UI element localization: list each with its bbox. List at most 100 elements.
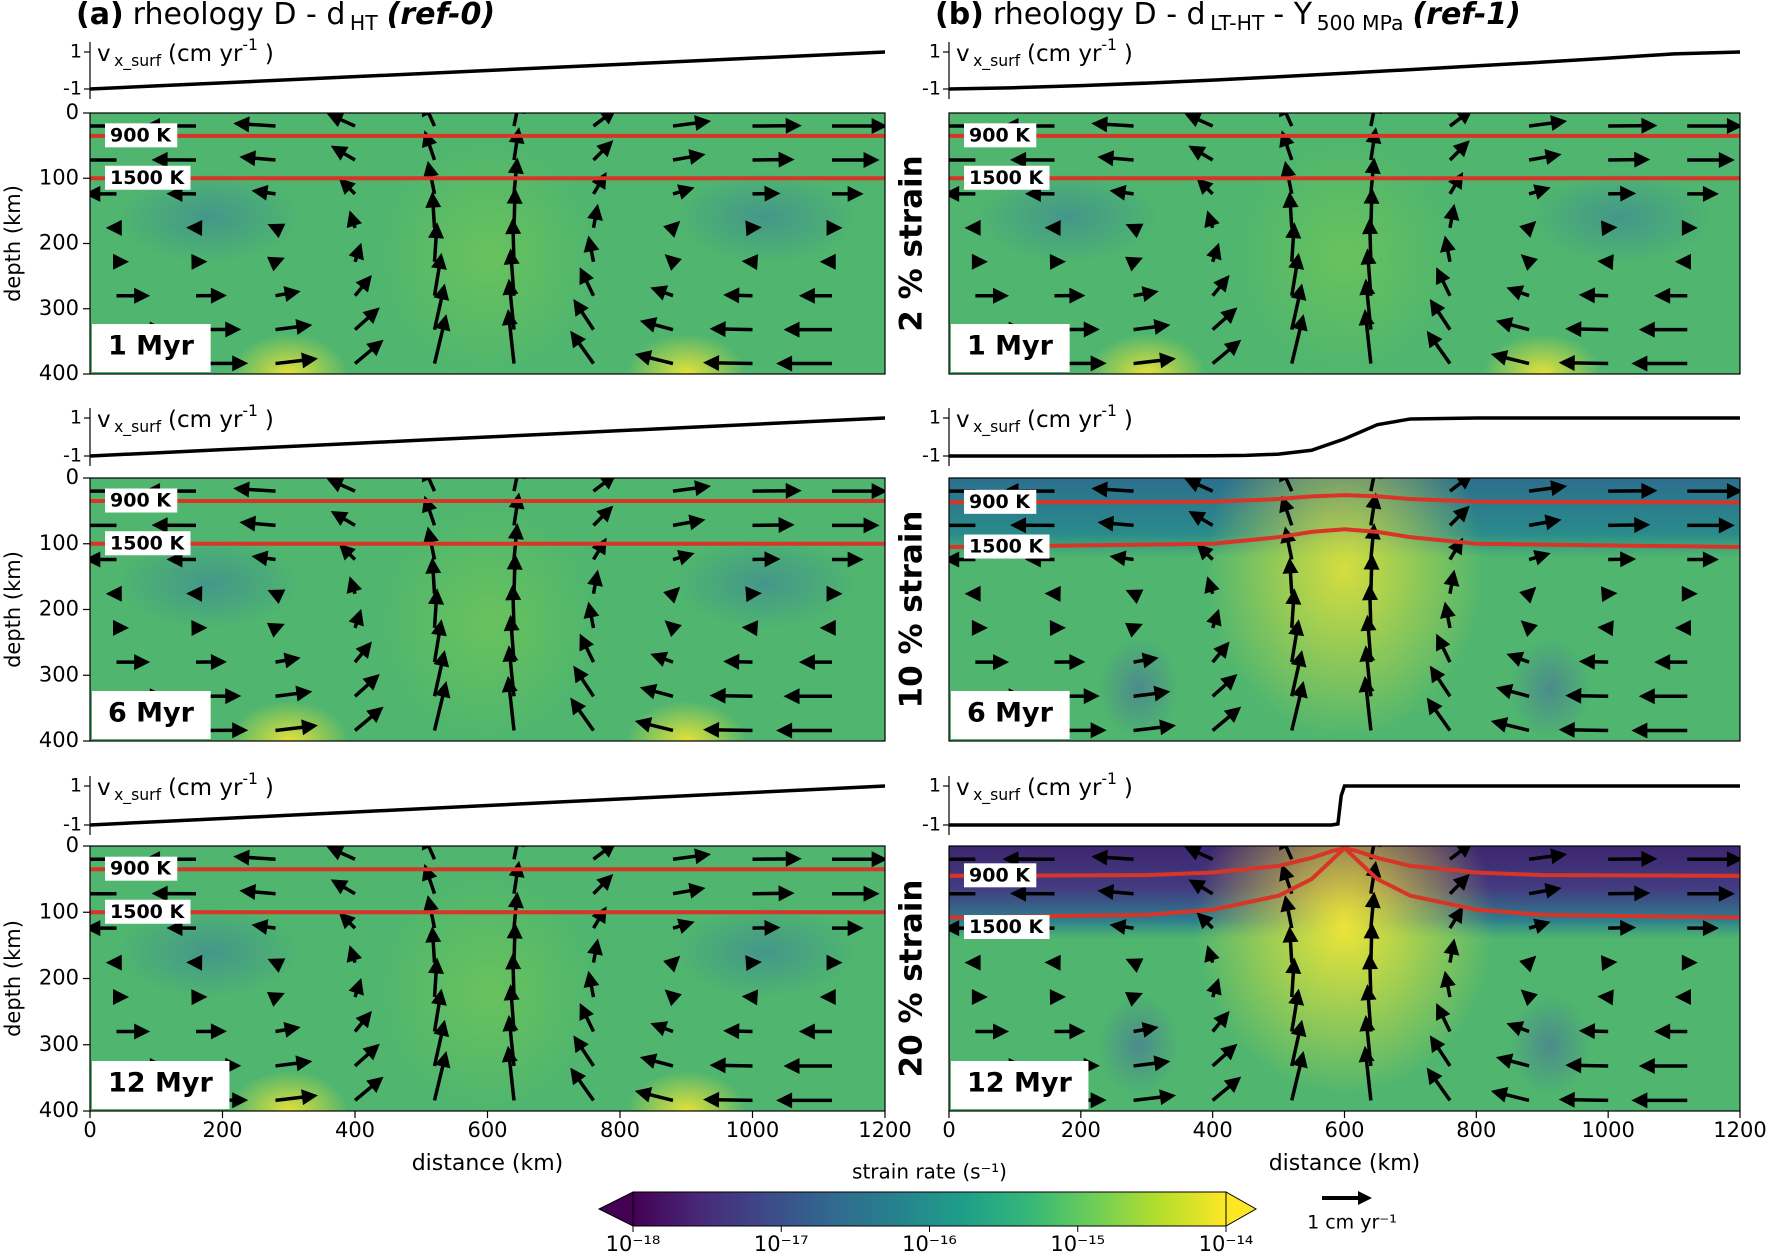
surface-velocity-chart: -1 1: [63, 41, 886, 100]
flow-arrow-head: [847, 185, 864, 202]
flow-arrow-head: [1109, 919, 1127, 935]
surface-velocity-chart: -1 1: [63, 775, 886, 836]
y-tick-label: 1: [70, 407, 82, 429]
flow-arrow-head: [239, 884, 256, 900]
text-part: ): [265, 775, 274, 801]
flow-arrow-head: [1435, 1003, 1451, 1021]
flow-arrow-head: [1360, 984, 1377, 1001]
flow-arrow-head: [694, 848, 712, 865]
flow-arrow-head: [764, 551, 781, 568]
flow-arrow-head: [1184, 846, 1202, 861]
flow-arrow-head: [587, 938, 603, 956]
flow-arrow-head: [505, 218, 522, 235]
time-label-box: [92, 1061, 230, 1109]
isotherm-label: 1500 K: [110, 167, 185, 189]
y-tick-label: 1: [929, 775, 941, 797]
surface-velocity-chart: -1 1: [63, 407, 886, 467]
flow-arrow-head: [355, 641, 372, 659]
flow-arrow-head: [1429, 665, 1446, 684]
flow-arrow-head: [1365, 492, 1382, 510]
flow-arrow: [1369, 113, 1376, 127]
y-tick-label: -1: [63, 445, 82, 467]
y-tick-label: 1: [929, 41, 941, 63]
flow-arrow-head: [1363, 187, 1380, 204]
flow-arrow-head: [1213, 275, 1230, 293]
flow-arrow-head: [783, 321, 800, 338]
flow-arrow-head: [134, 287, 151, 304]
flow-arrow-head: [1634, 517, 1651, 534]
flow-arrow-head: [326, 478, 345, 493]
flow-arrow-head: [301, 719, 318, 736]
flow-arrow-head: [1184, 478, 1202, 493]
flow-arrow-head: [166, 551, 183, 568]
flow-arrow-head: [596, 505, 614, 523]
flow-arrow-head: [1533, 918, 1551, 934]
flow-arrow-head: [1490, 350, 1509, 366]
y-axis-label: depth (km): [1, 185, 25, 302]
flow-arrow-head: [723, 653, 740, 670]
time-label: 12 Myr: [108, 1068, 213, 1099]
y-tick-label: 1: [70, 775, 82, 797]
flow-arrow-head: [650, 651, 669, 667]
flow-arrow-head: [355, 1010, 372, 1029]
velocity-label: v x_surf (cm yr-1): [956, 768, 1133, 804]
flow-arrow-head: [425, 557, 442, 574]
flow-arrow-head: [210, 287, 227, 304]
y-tick-label: 0: [66, 833, 79, 857]
y-tick-label: -1: [922, 78, 941, 100]
flow-arrow-head: [798, 287, 815, 304]
flow-arrow-head: [433, 1019, 450, 1038]
flow-arrow-head: [502, 1014, 519, 1032]
flow-arrow-head: [1125, 622, 1143, 638]
flow-arrow-head: [688, 149, 706, 165]
colorbar-extend: [597, 1191, 634, 1227]
flow-arrow-head: [819, 989, 836, 1006]
isotherm-label-box: [105, 488, 178, 513]
flow-arrow-head: [1456, 846, 1471, 858]
field-shade: [1510, 994, 1591, 1095]
isotherm-label: 900 K: [969, 864, 1031, 886]
flow-arrow-head: [745, 586, 762, 603]
field-image: [949, 113, 1740, 374]
flow-arrow-head: [971, 619, 988, 636]
flow-arrow-head: [1565, 321, 1582, 338]
flow-arrow: [1283, 478, 1294, 492]
flow-arrow-head: [1490, 717, 1509, 733]
flow-arrow-head: [741, 989, 759, 1006]
colorbar-tick-label: 10⁻¹⁷: [754, 1232, 809, 1256]
flow-arrow-head: [502, 278, 519, 296]
field-shade: [1234, 136, 1455, 374]
flow-arrow-head: [745, 955, 762, 972]
flow-arrow-head: [1285, 222, 1302, 239]
flow-arrow-head: [798, 654, 815, 671]
flow-arrow-head: [1362, 953, 1379, 970]
flow-arrow-head: [1641, 482, 1658, 499]
text-part: v: [97, 407, 111, 433]
strain-label: 20 % strain: [894, 880, 930, 1078]
flow-arrow-head: [232, 722, 249, 739]
field-shade: [377, 871, 598, 1111]
text-part: v: [97, 41, 111, 67]
isotherm-label-box: [964, 123, 1037, 148]
x-tick-label: 0: [942, 1118, 955, 1142]
flow-arrow-head: [1279, 113, 1290, 118]
flow-arrow-head: [1726, 483, 1740, 500]
flow-arrow-head: [105, 954, 122, 971]
flow-arrow-head: [1159, 1089, 1177, 1106]
flow-arrow-head: [1654, 287, 1671, 304]
isotherm-label: 1500 K: [969, 916, 1044, 938]
flow-arrow: [426, 846, 437, 860]
flow-arrow-head: [1426, 330, 1443, 349]
field-shade: [675, 907, 856, 997]
flow-arrow-head: [1565, 1057, 1582, 1074]
field-shade: [377, 502, 598, 741]
surface-velocity-chart: -1 1: [922, 407, 1740, 467]
flow-arrow-head: [1702, 920, 1719, 937]
y-tick-label: 200: [39, 966, 79, 990]
flow-arrow-head: [1285, 957, 1302, 974]
flow-arrow-head: [993, 287, 1010, 304]
text-part: -1: [1101, 34, 1117, 53]
flow-arrow-head: [1440, 970, 1456, 988]
flow-arrow-head: [964, 954, 981, 971]
flow-arrow-head: [1044, 219, 1061, 236]
